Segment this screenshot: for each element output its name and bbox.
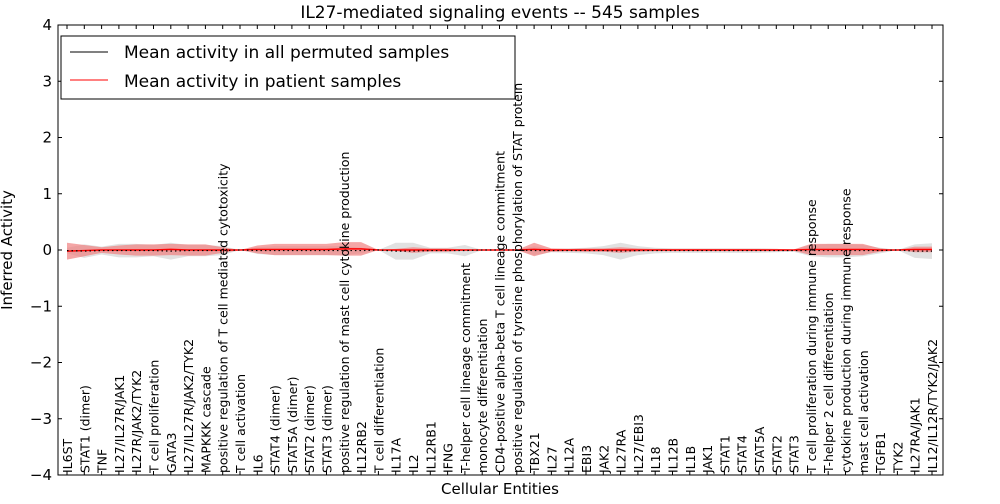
- bands: [67, 242, 932, 260]
- x-tick-label: TNF: [95, 449, 110, 474]
- y-tick-label: −1: [30, 297, 52, 315]
- x-axis-label: Cellular Entities: [441, 480, 559, 498]
- x-tick-label: IL18: [648, 446, 663, 473]
- x-tick-label: TGFB1: [873, 432, 888, 474]
- x-tick-label: T cell activation: [233, 374, 248, 474]
- x-tick-label: JAK1: [700, 445, 715, 474]
- x-tick-label: CD4-positive alpha-beta T cell lineage c…: [493, 151, 508, 473]
- x-tick-label: IL12B: [666, 438, 681, 473]
- x-tick-label: IL12RB2: [354, 421, 369, 473]
- x-tick-label: IL27/EBI3: [631, 414, 646, 473]
- x-tick-label: IL2: [406, 454, 421, 473]
- x-tick-label: STAT1: [717, 435, 732, 473]
- x-tick-label: IL12A: [562, 437, 577, 473]
- x-tick-label: MAPKKK cascade: [198, 366, 213, 473]
- x-tick-label: IL27: [544, 446, 559, 473]
- y-tick-label: 3: [42, 72, 52, 90]
- x-tick-label: STAT2 (dimer): [302, 385, 317, 473]
- y-tick-label: 2: [42, 129, 52, 147]
- x-tick-label: IL6: [250, 454, 265, 473]
- x-tick-label: EBI3: [579, 445, 594, 473]
- x-tick-label: T cell differentiation: [371, 348, 386, 474]
- legend-label-patient: Mean activity in patient samples: [124, 72, 401, 92]
- x-tick-label: STAT4 (dimer): [268, 385, 283, 473]
- x-tick-label: JAK2: [596, 445, 611, 474]
- x-tick-label: IL27RA/JAK1: [908, 397, 923, 473]
- patient-band: [67, 242, 932, 260]
- y-tick-label: 0: [42, 241, 52, 259]
- legend-box: [60, 35, 516, 100]
- x-tick-label: IL27/IL27R/JAK2/TYK2: [181, 339, 196, 473]
- y-tick-label: 4: [42, 16, 52, 34]
- x-tick-label: T cell proliferation during immune respo…: [804, 199, 819, 474]
- y-tick-label: −2: [30, 354, 52, 372]
- y-tick-label: −3: [30, 410, 52, 428]
- x-tick-label: STAT4: [735, 435, 750, 473]
- x-tick-label: T cell proliferation: [147, 360, 162, 474]
- permuted-mean-line: [66, 249, 932, 252]
- legend: Mean activity in all permuted samples Me…: [60, 35, 516, 100]
- x-tick-label: STAT5A (dimer): [285, 377, 300, 473]
- x-tick-label: STAT5A: [752, 426, 767, 473]
- x-tick-label: cytokine production during immune respon…: [839, 188, 854, 473]
- lines: [66, 248, 932, 252]
- x-tick-label: positive regulation of T cell mediated c…: [216, 163, 231, 473]
- legend-label-permuted: Mean activity in all permuted samples: [124, 43, 449, 63]
- y-axis: −4 −3 −2 −1 0 1 2 3 4: [30, 16, 943, 484]
- y-tick-label: 1: [42, 185, 52, 203]
- x-tick-label: STAT3 (dimer): [320, 385, 335, 473]
- x-tick-label: TBX21: [527, 432, 542, 474]
- x-tick-label: positive regulation of tyrosine phosphor…: [510, 83, 525, 473]
- x-tick-label: IL12/IL12R/TYK2/JAK2: [925, 339, 940, 473]
- x-tick-label: IL27R/JAK2/TYK2: [129, 370, 144, 473]
- chart-title: IL27-mediated signaling events -- 545 sa…: [300, 3, 700, 23]
- x-tick-label: T-helper cell lineage commitment: [458, 263, 473, 474]
- y-axis-label: Inferred Activity: [0, 190, 16, 310]
- x-tick-label: IL6ST: [60, 438, 75, 473]
- x-axis: IL6ST STAT1 (dimer) TNF IL27/IL27R/JAK1 IL27…: [60, 25, 940, 475]
- x-tick-label: STAT1 (dimer): [77, 385, 92, 473]
- x-tick-label: IL27RA: [614, 429, 629, 473]
- x-tick-label: STAT2: [769, 435, 784, 473]
- x-tick-label: IL27/IL27R/JAK1: [112, 375, 127, 473]
- x-tick-label: TYK2: [890, 442, 905, 474]
- x-tick-label: T-helper 2 cell differentiation: [821, 293, 836, 474]
- x-tick-label: IL17A: [389, 437, 404, 473]
- x-tick-label: IL1B: [683, 446, 698, 473]
- y-tick-label: −4: [30, 466, 52, 484]
- x-tick-label: positive regulation of mast cell cytokin…: [337, 152, 352, 473]
- x-tick-label: GATA3: [164, 433, 179, 473]
- x-tick-label: monocyte differentiation: [475, 319, 490, 473]
- x-tick-label: IL12RB1: [423, 421, 438, 473]
- x-tick-label: IFNG: [441, 443, 456, 473]
- x-tick-label: mast cell activation: [856, 350, 871, 473]
- x-tick-label: STAT3: [787, 435, 802, 473]
